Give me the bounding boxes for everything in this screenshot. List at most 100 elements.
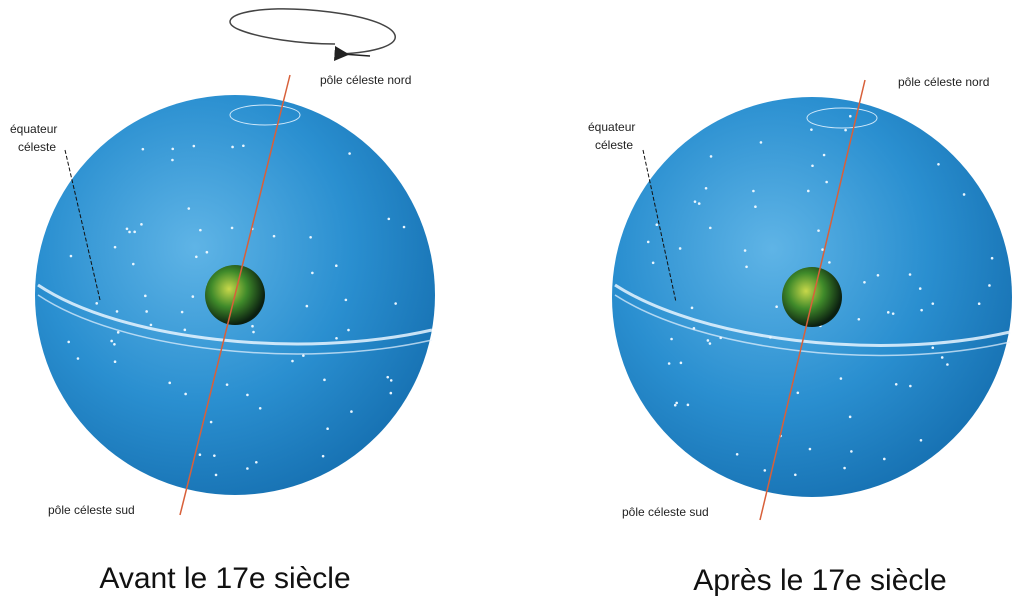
star — [128, 230, 131, 234]
equator-label: céleste — [595, 138, 633, 152]
star — [883, 457, 886, 461]
star — [389, 391, 393, 395]
star — [205, 250, 209, 254]
star — [646, 240, 650, 244]
star — [745, 265, 748, 269]
star — [69, 254, 73, 258]
star — [198, 453, 202, 457]
star — [76, 357, 80, 360]
south-label: pôle céleste sud — [622, 505, 709, 519]
pole-circle — [806, 107, 878, 129]
star — [242, 144, 245, 148]
precession-arrow — [333, 45, 371, 61]
star — [667, 362, 671, 365]
pole-circle — [229, 104, 301, 126]
star — [679, 361, 683, 365]
star — [144, 294, 147, 298]
star — [863, 280, 866, 284]
star — [347, 328, 350, 332]
equator-leader — [642, 149, 677, 303]
star — [168, 381, 172, 385]
star — [191, 295, 195, 298]
star — [908, 273, 912, 276]
equator-band — [37, 283, 433, 346]
north-label: pôle céleste nord — [898, 75, 989, 89]
star — [252, 330, 255, 334]
star — [675, 401, 678, 405]
star — [844, 128, 847, 132]
star — [326, 427, 329, 430]
star — [937, 162, 940, 166]
star — [386, 375, 390, 379]
star — [670, 337, 673, 341]
star — [116, 331, 120, 334]
star — [754, 205, 757, 208]
star — [113, 245, 117, 249]
equator-leader — [64, 149, 101, 301]
star — [149, 323, 153, 327]
star — [891, 312, 895, 315]
star — [302, 354, 305, 357]
star — [335, 264, 338, 267]
star — [693, 200, 697, 203]
star — [113, 360, 117, 363]
star — [697, 202, 701, 205]
star — [708, 342, 712, 345]
earth — [782, 267, 842, 327]
star — [850, 450, 853, 453]
star — [145, 310, 148, 313]
star — [651, 261, 655, 265]
star — [171, 147, 175, 151]
star — [708, 226, 712, 230]
star — [110, 339, 113, 343]
star — [719, 336, 722, 340]
star — [225, 383, 229, 386]
star — [811, 164, 814, 168]
star — [810, 128, 813, 131]
star — [115, 310, 119, 313]
star — [195, 255, 198, 259]
star — [394, 302, 397, 305]
star — [796, 391, 800, 395]
star — [692, 326, 696, 330]
star — [735, 453, 739, 456]
star — [988, 284, 991, 287]
equator-label: équateur — [10, 122, 57, 136]
star — [348, 152, 351, 155]
star — [258, 406, 262, 410]
star — [821, 248, 824, 251]
star — [839, 377, 843, 380]
star — [133, 230, 136, 234]
star — [272, 234, 276, 238]
axis — [759, 79, 866, 521]
equator-label: équateur — [588, 120, 635, 134]
equator-band — [614, 283, 1011, 347]
star — [187, 207, 191, 210]
star — [876, 273, 880, 277]
star — [709, 155, 713, 158]
star — [131, 262, 135, 266]
star — [769, 336, 772, 339]
star — [251, 324, 254, 328]
star — [918, 287, 922, 290]
star — [849, 114, 852, 118]
axis — [179, 74, 291, 516]
star — [743, 249, 747, 252]
star — [848, 415, 852, 419]
equator-band — [614, 294, 1011, 357]
panel-left: pôle céleste nord équateur céleste pôle … — [10, 8, 435, 595]
star — [794, 473, 797, 477]
star — [822, 153, 826, 157]
star — [843, 466, 846, 470]
star — [775, 305, 778, 309]
south-label: pôle céleste sud — [48, 503, 135, 517]
star — [817, 229, 820, 232]
star — [209, 420, 213, 424]
star — [402, 225, 406, 229]
star — [344, 298, 348, 302]
star — [125, 227, 129, 231]
star — [673, 403, 677, 407]
star — [690, 306, 694, 310]
star — [825, 180, 828, 184]
star — [311, 271, 314, 275]
